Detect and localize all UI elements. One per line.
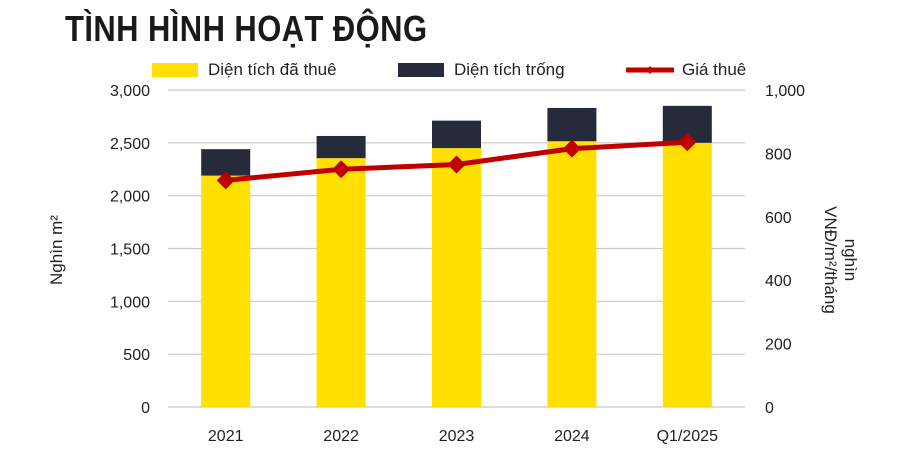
bar-vacant — [201, 149, 251, 176]
x-tick-label: 2023 — [439, 428, 475, 445]
y-tick-label-right: 600 — [765, 210, 792, 227]
bar-rented — [432, 148, 481, 407]
price-marker — [678, 133, 697, 152]
bar-vacant — [432, 120, 481, 149]
bar-rented — [201, 175, 251, 407]
x-tick-label: 2021 — [208, 428, 244, 445]
legend-swatch-vacant — [398, 63, 444, 77]
price-marker — [216, 171, 235, 190]
x-tick-label: 2022 — [323, 428, 359, 445]
bar-rented — [316, 158, 366, 407]
bar-vacant — [547, 107, 597, 142]
legend-swatch-rented — [152, 63, 198, 77]
legend-label: Giá thuê — [682, 60, 747, 79]
x-tick-label: Q1/2025 — [657, 428, 718, 445]
price-marker — [332, 160, 351, 179]
legend-item-vacant: Diện tích trống — [398, 58, 565, 82]
legend-label: Diện tích trống — [454, 60, 565, 79]
bar-rented — [547, 141, 597, 407]
x-tick-label: 2024 — [554, 428, 590, 445]
legend-label: Diện tích đã thuê — [208, 60, 337, 79]
y-tick-label-left: 0 — [141, 400, 150, 417]
y-tick-label-left: 500 — [123, 347, 150, 364]
price-marker — [447, 155, 466, 174]
y-tick-label-right: 400 — [765, 273, 792, 290]
y-tick-label-left: 1,500 — [110, 242, 150, 259]
y-tick-label-left: 3,000 — [110, 83, 150, 100]
legend-item-price: Giá thuê — [626, 58, 746, 82]
y-tick-label-right: 800 — [765, 146, 792, 163]
bar-vacant — [316, 135, 366, 159]
y-tick-label-left: 1,000 — [110, 294, 150, 311]
y-tick-label-right: 200 — [765, 337, 792, 354]
y-tick-label-left: 2,500 — [110, 136, 150, 153]
y-tick-label-left: 2,000 — [110, 189, 150, 206]
price-marker — [562, 139, 581, 158]
y-tick-label-right: 1,000 — [765, 83, 805, 100]
chart-title: TÌNH HÌNH HOẠT ĐỘNG — [65, 8, 428, 49]
bar-rented — [662, 142, 712, 408]
y-tick-label-right: 0 — [765, 400, 774, 417]
legend-item-rented: Diện tích đã thuê — [152, 58, 337, 82]
legend-line-price-icon — [626, 66, 674, 74]
